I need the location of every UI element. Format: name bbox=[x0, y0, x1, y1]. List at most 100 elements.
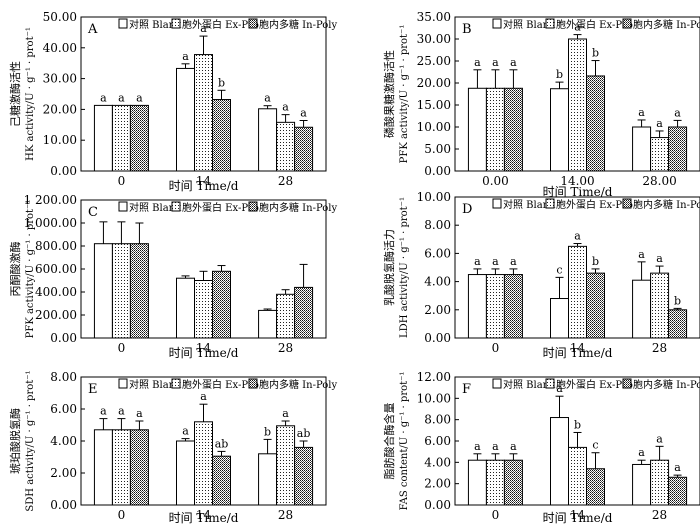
panel-c-ytick-label: 200.00 bbox=[35, 308, 77, 322]
panel-f-ytick-label: 0.00 bbox=[424, 498, 451, 512]
panel-e-ytick-label: 8.00 bbox=[50, 370, 77, 384]
panel-f-sig-letter: a bbox=[474, 440, 481, 453]
panel-b-ytick-label: 20.00 bbox=[417, 76, 451, 90]
panel-a-legend-label: 胞内多糖 In-Poly bbox=[259, 18, 337, 31]
panel-b-sig-letter: a bbox=[674, 106, 681, 119]
panel-f-sig-letter: a bbox=[510, 440, 517, 453]
panel-c-legend-label: 对照 Blank bbox=[129, 201, 182, 214]
panel-c-ytick-label: 1 200.00 bbox=[24, 193, 77, 207]
panel-e-bar bbox=[93, 429, 113, 506]
panel-c-ytick-label: 400.00 bbox=[35, 285, 77, 299]
panel-b-xlabel: 时间 Time/d bbox=[543, 185, 613, 199]
panel-e-sig-letter: ab bbox=[297, 427, 311, 440]
panel-e-legend-label: 胞内多糖 In-Poly bbox=[259, 378, 337, 391]
panel-b-bar bbox=[668, 126, 688, 172]
panel-f-bar bbox=[568, 446, 587, 506]
panel-a-bar bbox=[129, 104, 149, 172]
panel-e-legend-swatch bbox=[248, 378, 258, 389]
panel-a-bar bbox=[93, 104, 113, 172]
panel-c-bar bbox=[111, 243, 131, 339]
panel-a-legend-label: 胞外蛋白 Ex-Pro bbox=[182, 18, 259, 31]
panel-f-ylabel-cn: 脂肪酸合酶含量 bbox=[382, 403, 396, 480]
panel-a-xtick-label: 28 bbox=[278, 174, 293, 188]
panel-d-legend-swatch bbox=[492, 198, 502, 209]
panel-a-sig-letter: a bbox=[100, 91, 107, 104]
panel-b-legend-swatch bbox=[622, 18, 632, 29]
panel-f-xlabel: 时间 Time/d bbox=[543, 511, 613, 525]
panel-c-letter: C bbox=[88, 205, 98, 220]
panel-a-bar bbox=[111, 104, 131, 172]
panel-b-legend-label: 对照 Blank bbox=[503, 18, 556, 31]
panel-e-sig-letter: b bbox=[264, 425, 271, 438]
panel-b-bar bbox=[568, 38, 587, 172]
panel-b-sig-letter: a bbox=[492, 56, 499, 69]
panel-c-legend-swatch bbox=[118, 201, 128, 212]
panel-b-bar bbox=[485, 87, 505, 172]
panel-a-sig-letter: a bbox=[264, 92, 271, 105]
panel-a-sig-letter: b bbox=[218, 76, 225, 89]
panel-f-sig-letter: a bbox=[656, 432, 663, 445]
panel-a-ytick-label: 0.00 bbox=[50, 164, 77, 178]
panel-d-sig-letter: a bbox=[656, 252, 663, 265]
panel-f-ytick-label: 4.00 bbox=[424, 455, 451, 469]
panel-d-sig-letter: a bbox=[638, 248, 645, 261]
panel-f-sig-letter: a bbox=[674, 461, 681, 474]
panel-c-legend-label: 胞外蛋白 Ex-Pro bbox=[182, 201, 259, 214]
panel-a-ytick-label: 50.00 bbox=[43, 10, 77, 24]
panel-d-legend-label: 对照 Blank bbox=[503, 198, 556, 211]
panel-b-legend-swatch bbox=[492, 18, 502, 29]
panel-f-sig-letter: a bbox=[556, 382, 563, 395]
panel-b-sig-letter: b bbox=[592, 47, 599, 60]
panel-e-sig-letter: a bbox=[100, 405, 107, 418]
panel-e-legend-label: 胞外蛋白 Ex-Pro bbox=[182, 378, 259, 391]
panel-f-legend-swatch bbox=[492, 378, 502, 389]
panel-f-bar bbox=[668, 476, 688, 506]
panel-a-bar bbox=[294, 126, 314, 172]
panel-b-legend-label: 胞外蛋白 Ex-Pro bbox=[556, 18, 633, 31]
panel-a-sig-letter: a bbox=[136, 91, 143, 104]
panel-d-legend-swatch bbox=[622, 198, 632, 209]
panel-a-xtick-label: 0 bbox=[118, 174, 126, 188]
panel-d-legend-label: 胞外蛋白 Ex-Pro bbox=[556, 198, 633, 211]
panel-e-ytick-label: 2.00 bbox=[50, 466, 77, 480]
panel-a-ytick-label: 20.00 bbox=[43, 102, 77, 116]
panel-e-letter: E bbox=[88, 382, 98, 397]
panel-c-bar bbox=[276, 293, 296, 339]
panel-d-ytick-label: 10.00 bbox=[417, 190, 451, 204]
panel-c-bar bbox=[129, 243, 149, 339]
panel-f-ytick-label: 2.00 bbox=[424, 477, 451, 491]
panel-a-bar bbox=[276, 121, 296, 172]
panel-d-ytick-label: 2.00 bbox=[424, 303, 451, 317]
panel-e-sig-letter: a bbox=[282, 407, 289, 420]
panel-f-xtick-label: 28 bbox=[652, 508, 667, 522]
panel-f-sig-letter: b bbox=[574, 418, 581, 431]
panel-f-legend-label: 胞外蛋白 Ex-Pro bbox=[556, 378, 633, 391]
panel-a-bar bbox=[258, 108, 278, 172]
panel-c-legend-swatch bbox=[171, 201, 181, 212]
panel-b-ytick-label: 5.00 bbox=[424, 142, 451, 156]
panel-d-ytick-label: 4.00 bbox=[424, 275, 451, 289]
panel-c-ylabel-en: PFK activity/U · g⁻¹ · prot⁻¹ bbox=[25, 200, 36, 339]
panel-e-ylabel-cn: 琥珀酸脱氢酶 bbox=[8, 408, 22, 474]
panel-f-ytick-label: 8.00 bbox=[424, 413, 451, 427]
panel-d-sig-letter: a bbox=[492, 255, 499, 268]
panel-a-ylabel-cn: 己糖激酶活性 bbox=[8, 61, 22, 127]
panel-a-ytick-label: 10.00 bbox=[43, 133, 77, 147]
panel-e-bar bbox=[129, 429, 149, 506]
panel-f-legend-swatch bbox=[545, 378, 555, 389]
panel-f-xtick-label: 14 bbox=[570, 508, 586, 522]
panel-c-ylabel-cn: 丙酮酸激酶 bbox=[8, 242, 22, 297]
panel-d-bar bbox=[586, 272, 605, 339]
panel-f-letter: F bbox=[462, 382, 471, 397]
panel-c-bar bbox=[194, 280, 213, 339]
panel-c-legend-swatch bbox=[248, 201, 258, 212]
panel-b-sig-letter: a bbox=[656, 117, 663, 130]
panel-d-legend-label: 胞内多糖 In-Poly bbox=[633, 198, 700, 211]
panel-d-ytick-label: 0.00 bbox=[424, 331, 451, 345]
panel-e-ylabel-en: SDH activity/U · g⁻¹ · prot⁻¹ bbox=[25, 370, 36, 511]
panel-f-bar bbox=[467, 459, 487, 506]
panel-f-bar bbox=[586, 468, 605, 506]
panel-e-ytick-label: 6.00 bbox=[50, 402, 77, 416]
panel-e-xlabel: 时间 Time/d bbox=[169, 511, 239, 525]
